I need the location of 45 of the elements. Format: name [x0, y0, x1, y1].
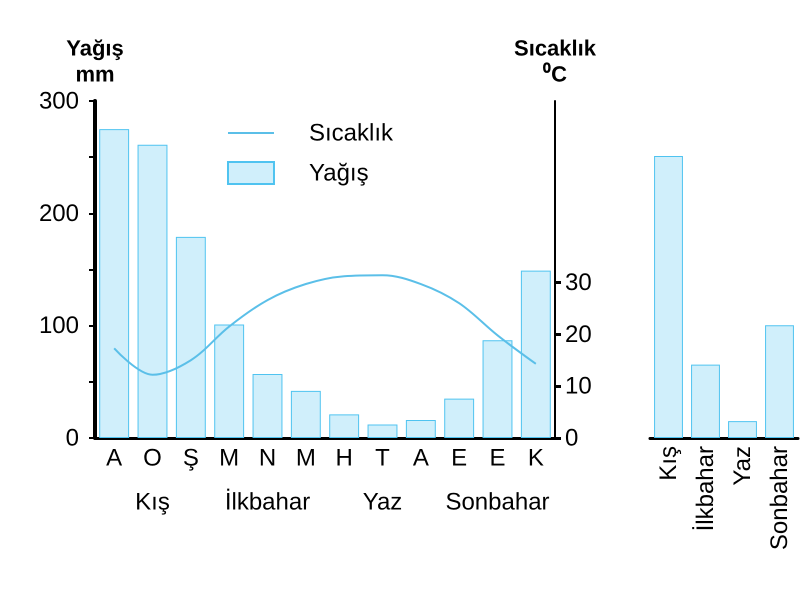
y2-axis-title: Sıcaklık ⁰C [514, 36, 597, 86]
x-tick-label: O [143, 444, 162, 472]
y-tick-label: 300 [38, 88, 79, 114]
bar [329, 414, 360, 438]
x-tick-label: T [375, 444, 390, 472]
bar [368, 424, 398, 438]
x-tick-label: Sonbahar [766, 446, 793, 550]
bar [654, 156, 683, 438]
legend-label: Sıcaklık [308, 120, 394, 146]
y2-tick-label: 20 [565, 320, 592, 348]
x-tick-label: M [219, 444, 240, 472]
x-tick-label: K [528, 444, 544, 472]
bar [214, 324, 244, 438]
y2-tick-label: 10 [565, 372, 592, 400]
bar [520, 270, 551, 438]
x-tick-label: H [335, 444, 353, 472]
legend-label: Yağış [308, 160, 369, 186]
line-series [113, 274, 537, 376]
bar [99, 129, 130, 438]
x-tick-label: İlkbahar [692, 446, 719, 532]
x-tick-label: A [106, 444, 122, 472]
y-tick-label: 100 [38, 312, 79, 340]
x-tick-label: Ş [182, 444, 199, 472]
bar [691, 364, 720, 438]
x-tick-label: A [412, 444, 429, 472]
bar [252, 374, 282, 438]
x-tick-label: M [296, 444, 316, 472]
x-tick-label: E [489, 444, 506, 472]
y2-tick-label: 0 [565, 424, 578, 452]
bar [482, 340, 512, 438]
x-tick-label: Yaz [729, 446, 756, 486]
bar [176, 236, 206, 438]
bar [406, 420, 436, 438]
x-tick-label: E [451, 444, 468, 472]
y-axis-title: Yağış mm [66, 36, 124, 86]
bar [728, 421, 757, 438]
bar [765, 325, 794, 438]
bar [290, 390, 321, 438]
bar [444, 398, 474, 438]
y-tick-label: 0 [66, 424, 79, 452]
x-tick-label: Kış [655, 446, 682, 481]
x-tick-label: N [258, 444, 276, 472]
y-tick-label: 200 [38, 200, 79, 227]
bar [138, 144, 168, 438]
y2-tick-label: 30 [565, 268, 592, 296]
